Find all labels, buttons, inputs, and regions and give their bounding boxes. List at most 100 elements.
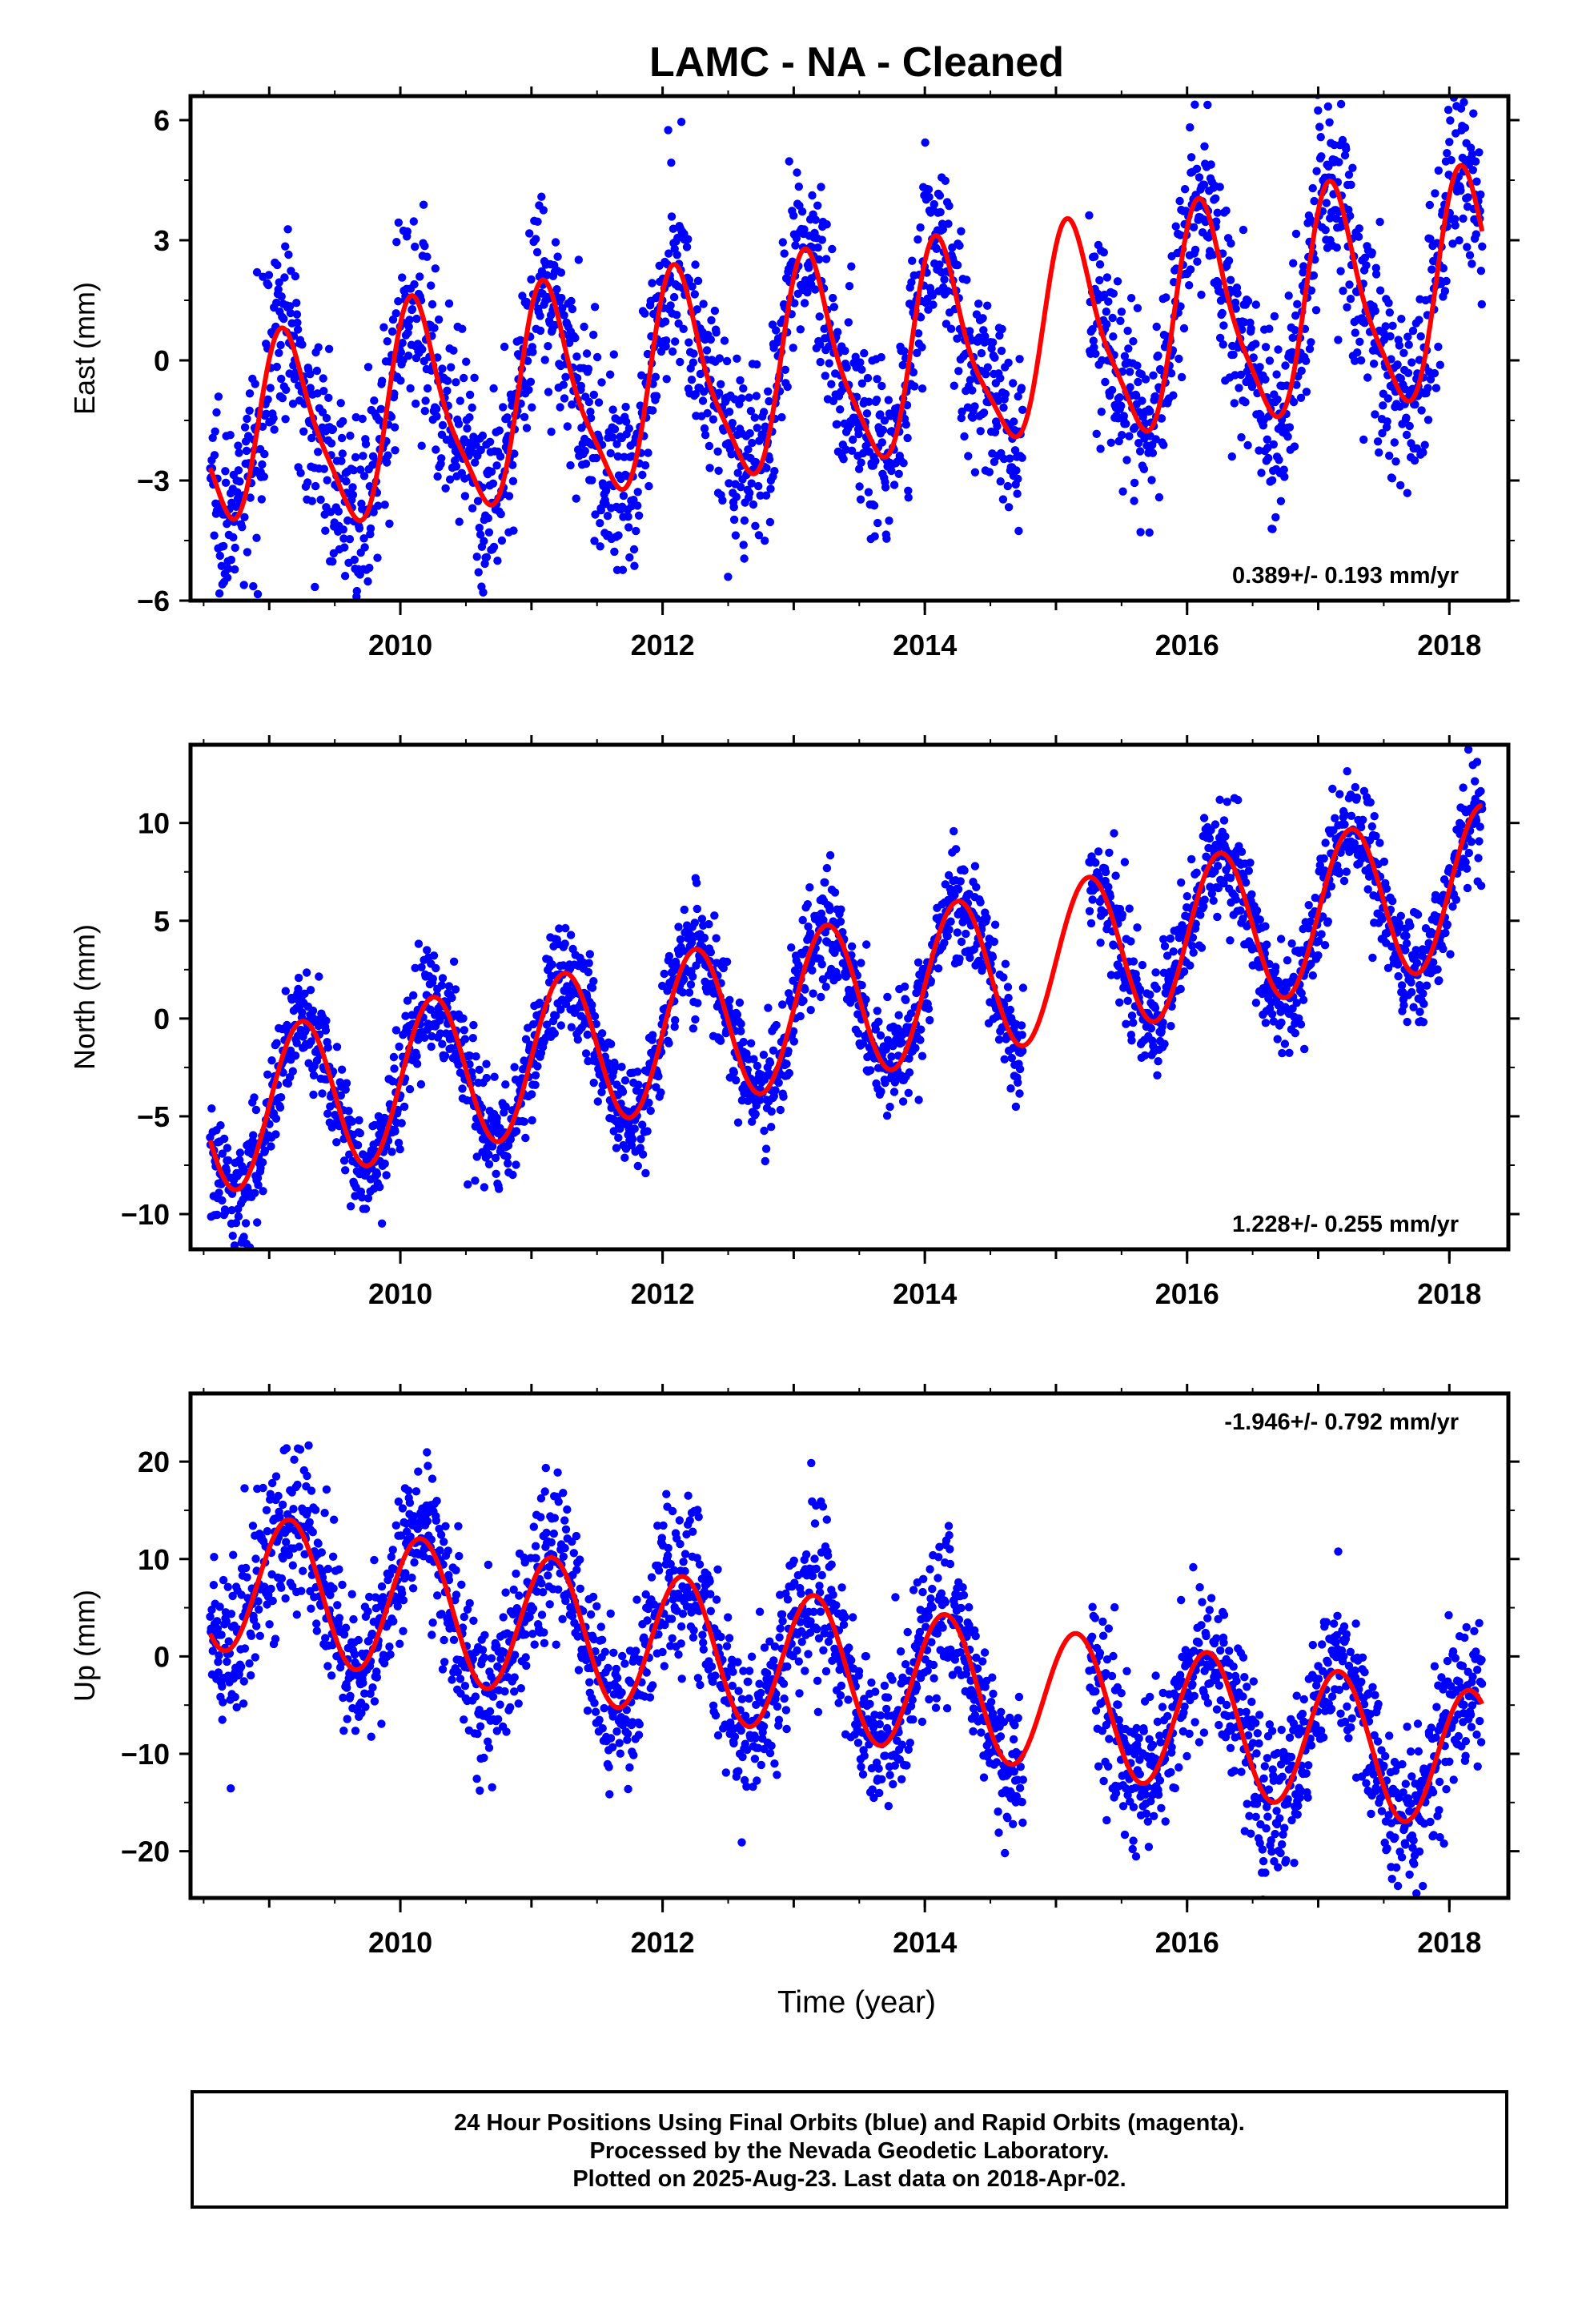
data-point <box>976 427 985 436</box>
data-point <box>1273 395 1282 404</box>
data-point <box>1116 316 1125 325</box>
data-point <box>376 404 386 413</box>
data-point <box>1261 343 1271 352</box>
data-point <box>1406 921 1415 931</box>
data-point <box>789 211 798 220</box>
data-point <box>1185 281 1194 290</box>
data-point <box>1292 380 1301 389</box>
data-point <box>581 1049 591 1058</box>
data-point <box>983 301 992 310</box>
data-point <box>751 521 760 530</box>
data-point <box>1359 435 1368 444</box>
data-point <box>624 523 633 532</box>
data-point <box>243 548 252 557</box>
data-point <box>566 931 576 939</box>
data-point <box>223 1156 233 1165</box>
data-point <box>1120 352 1130 360</box>
data-point <box>1455 236 1464 245</box>
data-point <box>283 1079 293 1088</box>
data-point <box>240 513 249 521</box>
data-point <box>222 1166 231 1176</box>
data-point <box>276 340 285 350</box>
data-point <box>1105 848 1114 858</box>
data-point <box>350 555 359 565</box>
data-point <box>1413 910 1423 919</box>
data-point <box>1477 300 1487 309</box>
data-point <box>881 483 890 492</box>
data-point <box>401 1011 410 1020</box>
data-point <box>219 541 228 551</box>
data-point <box>309 1071 319 1080</box>
data-point <box>625 553 634 562</box>
data-point <box>1308 971 1318 980</box>
data-point <box>1466 143 1476 152</box>
data-point <box>252 533 261 542</box>
data-point <box>756 491 765 500</box>
data-point <box>468 403 476 412</box>
data-point <box>216 613 224 621</box>
data-point <box>873 518 882 528</box>
data-point <box>935 260 944 269</box>
data-point <box>633 488 642 497</box>
data-point <box>1371 263 1381 272</box>
data-point <box>1451 215 1460 223</box>
data-point <box>1348 163 1357 172</box>
data-point <box>946 324 956 333</box>
data-point <box>234 441 243 450</box>
data-point <box>520 412 529 421</box>
data-point <box>1085 907 1094 916</box>
fit-curve-east <box>207 163 1485 524</box>
data-point <box>1015 1064 1025 1074</box>
data-point <box>629 545 639 554</box>
data-point <box>476 530 485 539</box>
data-point <box>1133 361 1142 370</box>
data-point <box>1277 1018 1286 1027</box>
data-point <box>400 1102 409 1112</box>
data-point <box>1371 307 1380 316</box>
data-point <box>471 1176 480 1185</box>
data-point <box>727 450 736 459</box>
data-point <box>490 1072 499 1081</box>
data-point <box>574 255 583 264</box>
data-point <box>1291 229 1301 239</box>
data-point <box>1009 379 1018 388</box>
data-point <box>827 380 836 388</box>
data-point <box>1308 183 1317 193</box>
data-point <box>588 1000 596 1010</box>
data-point <box>604 1059 612 1068</box>
data-point <box>1191 245 1200 255</box>
data-point <box>910 382 919 391</box>
data-point <box>1382 884 1391 893</box>
data-point <box>673 311 681 320</box>
data-point <box>913 958 923 967</box>
data-point <box>383 451 392 460</box>
data-point <box>1122 420 1130 428</box>
data-point <box>608 432 617 442</box>
data-point <box>1456 104 1466 113</box>
data-point <box>764 387 773 396</box>
data-point <box>667 159 676 167</box>
data-point <box>821 878 829 887</box>
data-point <box>880 416 889 425</box>
data-point <box>1115 998 1124 1007</box>
data-point <box>1118 431 1126 440</box>
data-point <box>430 324 439 332</box>
data-point <box>715 354 724 363</box>
data-point <box>1111 871 1120 880</box>
data-point <box>275 1103 285 1112</box>
data-point <box>540 356 549 364</box>
data-point <box>563 422 572 431</box>
data-point <box>281 415 290 424</box>
data-point <box>221 467 230 476</box>
data-point <box>739 541 748 549</box>
data-point <box>321 526 330 535</box>
data-point <box>1182 892 1192 901</box>
data-point <box>644 448 652 457</box>
data-point <box>452 462 461 471</box>
data-point <box>375 1183 384 1192</box>
data-point <box>556 1005 565 1014</box>
data-point <box>731 531 741 540</box>
data-point <box>1340 151 1350 160</box>
data-point <box>560 939 569 948</box>
data-point <box>1291 311 1300 320</box>
